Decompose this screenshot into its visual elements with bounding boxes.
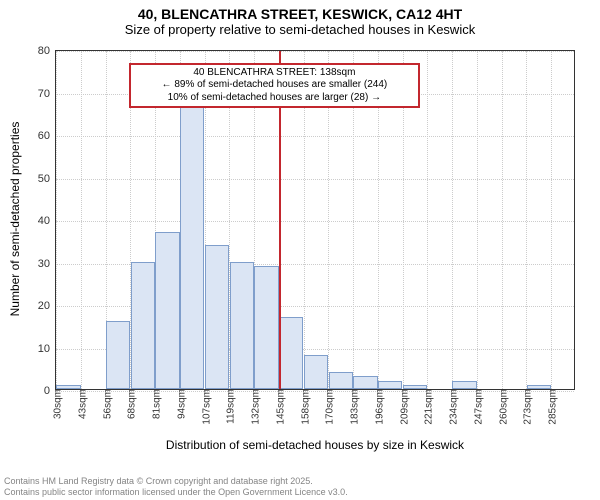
footer-attribution: Contains HM Land Registry data © Crown c… <box>4 476 348 498</box>
chart-container: 40 BLENCATHRA STREET: 138sqm← 89% of sem… <box>0 0 600 500</box>
x-tick-label: 170sqm <box>321 389 336 425</box>
x-tick-label: 94sqm <box>172 389 187 419</box>
grid-line-v <box>427 51 428 389</box>
annotation-line: 10% of semi-detached houses are larger (… <box>137 92 412 105</box>
x-tick-label: 221sqm <box>420 389 435 425</box>
x-tick-label: 119sqm <box>222 389 237 424</box>
annotation-line: 40 BLENCATHRA STREET: 138sqm <box>137 67 412 80</box>
histogram-bar <box>230 262 254 390</box>
grid-line-h <box>56 179 574 180</box>
y-axis-label: Number of semi-detached properties <box>8 99 22 339</box>
x-tick-label: 30sqm <box>49 389 64 419</box>
x-tick-label: 158sqm <box>296 389 311 425</box>
histogram-bar <box>254 266 278 389</box>
footer-line2: Contains public sector information licen… <box>4 487 348 498</box>
grid-line-v <box>452 51 453 389</box>
x-tick-label: 209sqm <box>395 389 410 425</box>
histogram-bar <box>279 317 303 389</box>
grid-line-v <box>551 51 552 389</box>
grid-line-h <box>56 136 574 137</box>
x-tick-label: 56sqm <box>98 389 113 419</box>
annotation-line: ← 89% of semi-detached houses are smalle… <box>137 79 412 92</box>
plot-area: 40 BLENCATHRA STREET: 138sqm← 89% of sem… <box>55 50 575 390</box>
x-tick-label: 183sqm <box>346 389 361 425</box>
histogram-bar <box>304 355 328 389</box>
histogram-bar <box>378 381 402 390</box>
y-tick-label: 50 <box>38 173 56 185</box>
x-tick-label: 260sqm <box>494 389 509 425</box>
x-tick-label: 234sqm <box>445 389 460 425</box>
x-tick-label: 247sqm <box>469 389 484 425</box>
grid-line-v <box>526 51 527 389</box>
annotation-box: 40 BLENCATHRA STREET: 138sqm← 89% of sem… <box>129 63 420 109</box>
histogram-bar <box>205 245 229 390</box>
grid-line-h <box>56 51 574 52</box>
x-tick-label: 81sqm <box>148 389 163 419</box>
y-tick-label: 80 <box>38 45 56 57</box>
x-tick-label: 132sqm <box>247 389 262 425</box>
y-tick-label: 70 <box>38 88 56 100</box>
y-tick-label: 20 <box>38 300 56 312</box>
grid-line-v <box>56 51 57 389</box>
histogram-bar <box>452 381 476 390</box>
x-tick-label: 285sqm <box>544 389 559 425</box>
histogram-bar <box>131 262 155 390</box>
grid-line-v <box>502 51 503 389</box>
x-tick-label: 196sqm <box>370 389 385 425</box>
grid-line-v <box>81 51 82 389</box>
histogram-bar <box>353 376 377 389</box>
x-tick-label: 107sqm <box>197 389 212 425</box>
histogram-bar <box>106 321 130 389</box>
histogram-bar <box>329 372 353 389</box>
histogram-bar <box>180 104 204 389</box>
histogram-bar <box>155 232 179 389</box>
x-tick-label: 145sqm <box>271 389 286 425</box>
grid-line-v <box>477 51 478 389</box>
y-tick-label: 10 <box>38 343 56 355</box>
grid-line-h <box>56 221 574 222</box>
x-axis-label: Distribution of semi-detached houses by … <box>55 438 575 452</box>
y-tick-label: 60 <box>38 130 56 142</box>
x-tick-label: 273sqm <box>519 389 534 425</box>
x-tick-label: 68sqm <box>123 389 138 419</box>
footer-line1: Contains HM Land Registry data © Crown c… <box>4 476 348 487</box>
x-tick-label: 43sqm <box>73 389 88 419</box>
y-tick-label: 40 <box>38 215 56 227</box>
y-tick-label: 30 <box>38 258 56 270</box>
